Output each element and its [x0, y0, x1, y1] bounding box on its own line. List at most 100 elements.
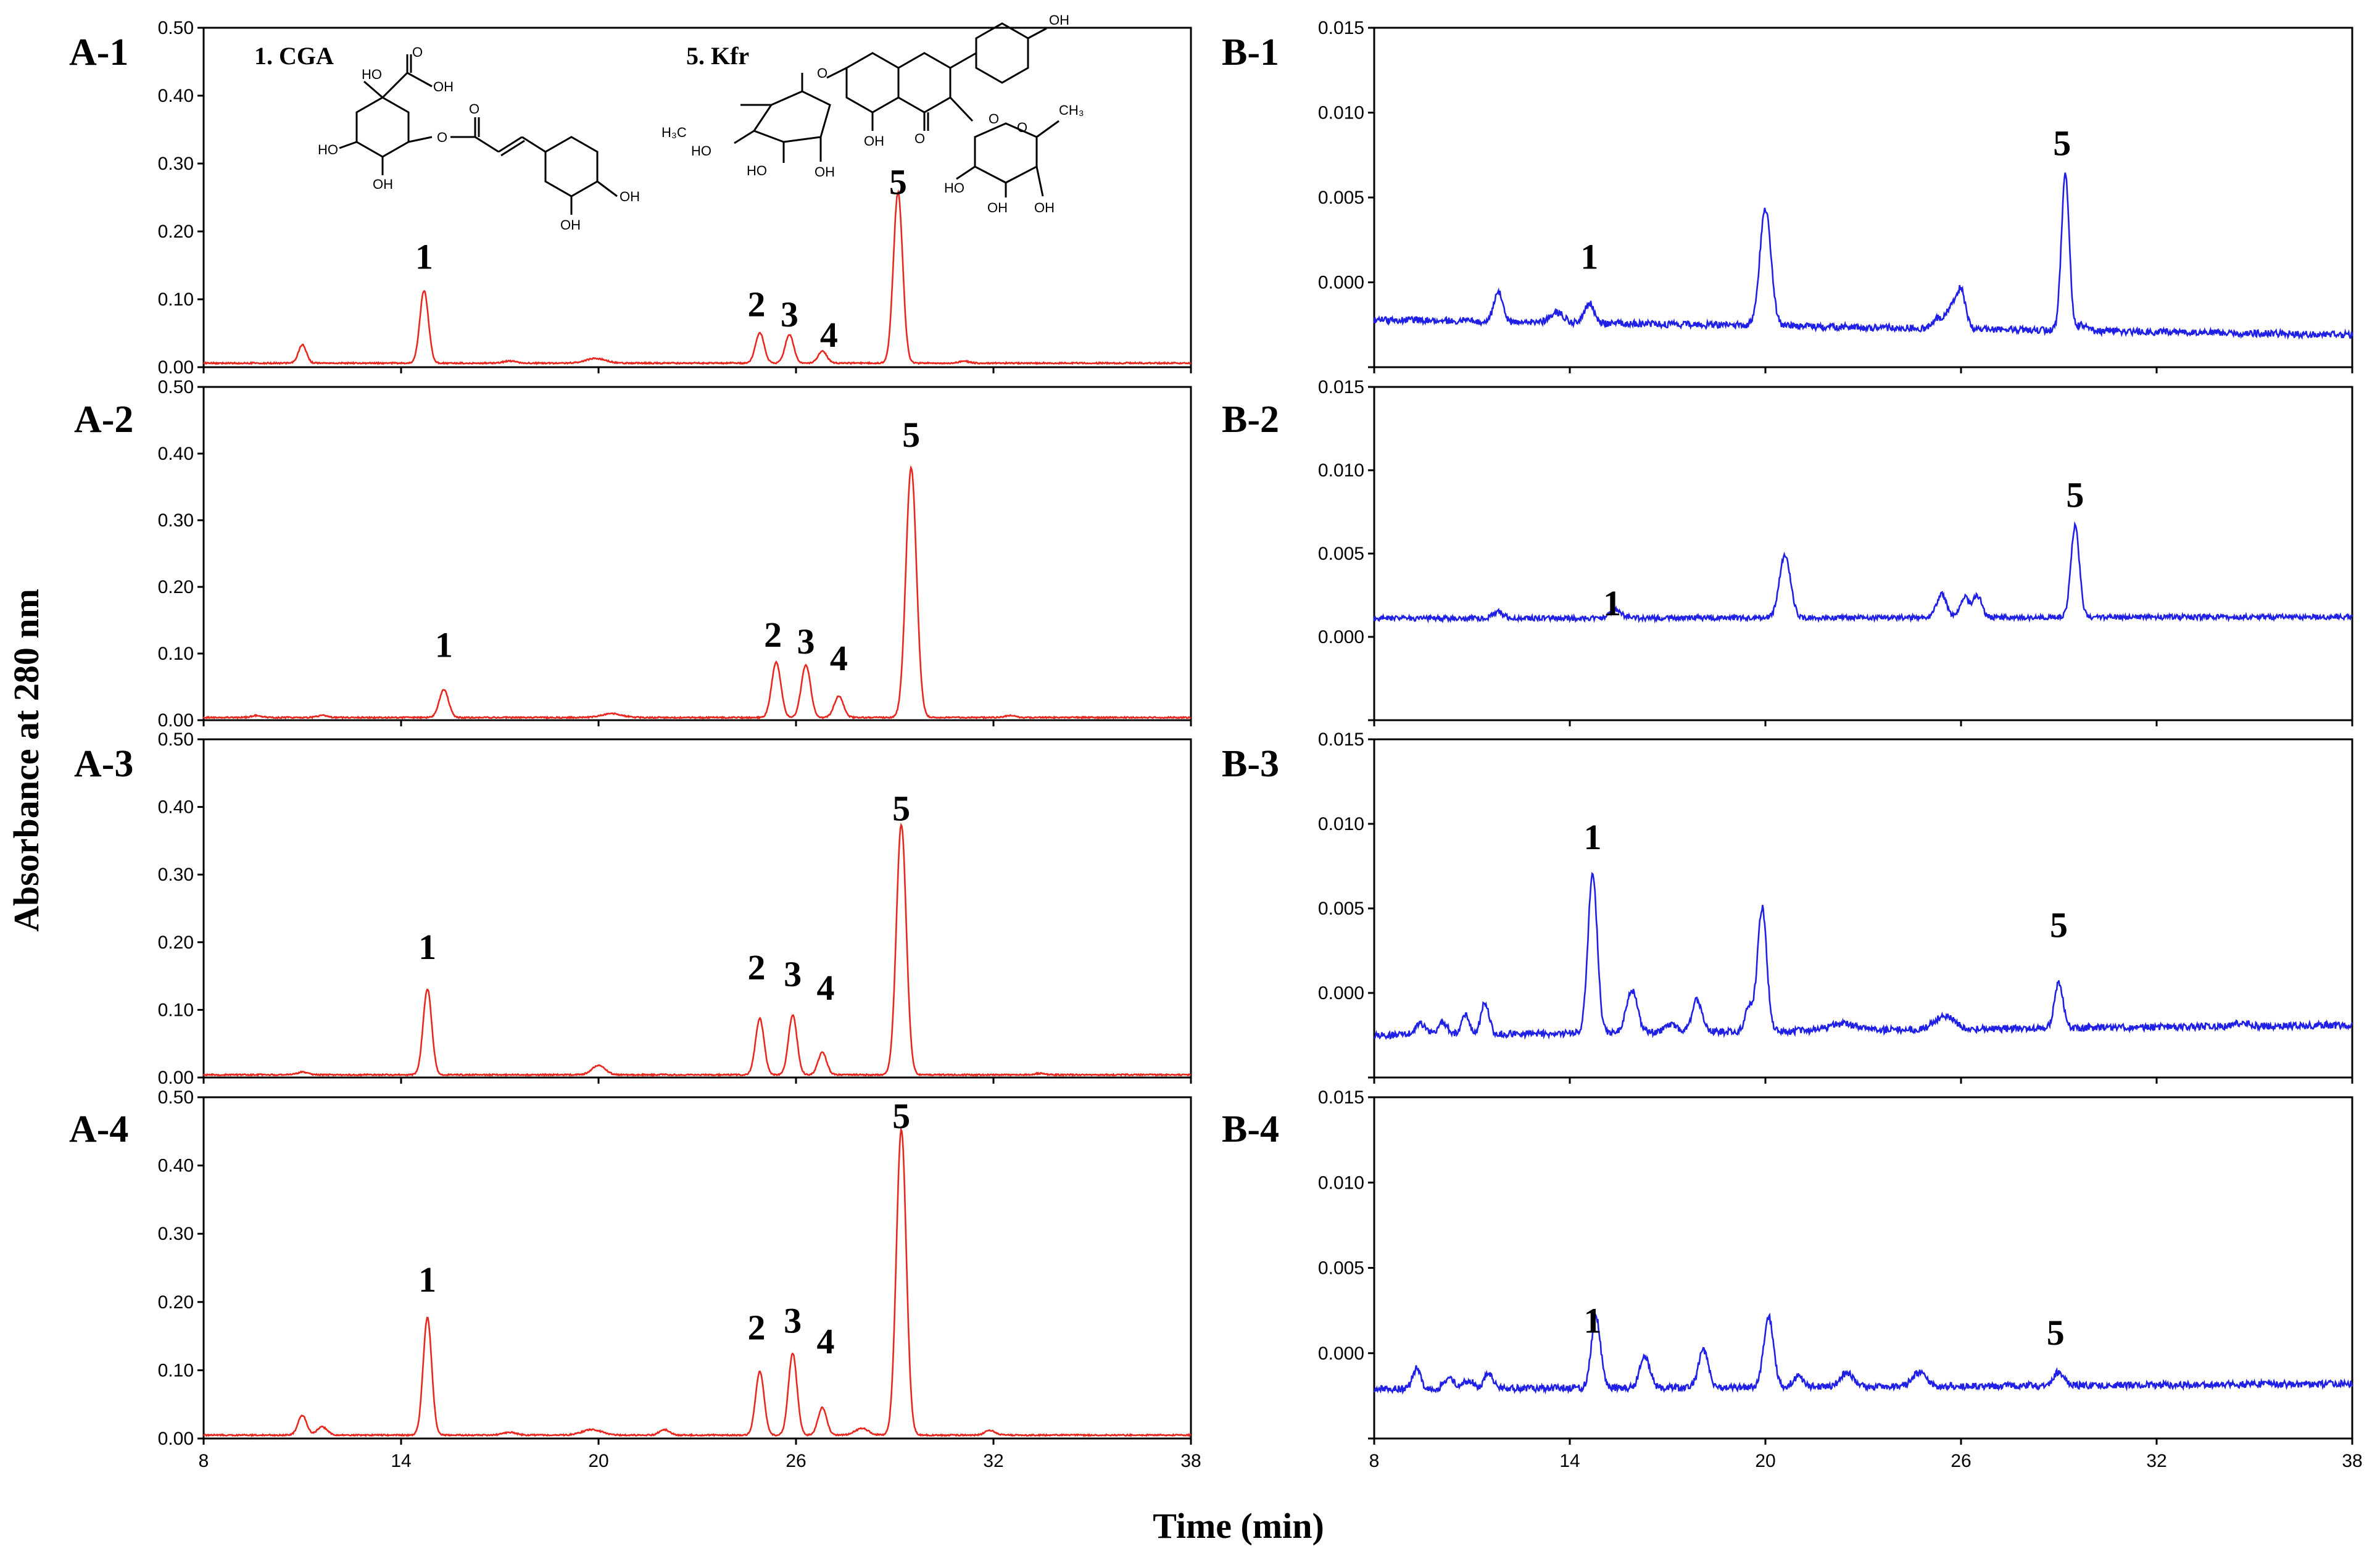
- peak-label: 3: [784, 954, 802, 994]
- panel-label: A-4: [69, 1108, 128, 1150]
- panel-label: A-2: [74, 399, 133, 441]
- peak-label: 3: [797, 621, 815, 662]
- x-tick-label: 14: [1559, 1451, 1580, 1471]
- y-tick-label: 0.10: [158, 289, 194, 310]
- y-tick-label: 0.50: [158, 377, 194, 397]
- x-tick-label: 20: [588, 1451, 608, 1471]
- svg-text:HO: HO: [362, 67, 382, 82]
- svg-text:O: O: [469, 101, 479, 117]
- svg-text:OH: OH: [987, 200, 1008, 215]
- chromatogram-trace: [1373, 521, 2353, 624]
- chromatogram-trace: [203, 1126, 1192, 1438]
- y-tick-label: 0.50: [158, 729, 194, 750]
- panel-a-3: A-3 0.00 0.10 0.20 0.30 0.40 0.50 1 2 3 4 5: [74, 729, 1192, 1088]
- y-tick-label: 0.005: [1318, 188, 1364, 208]
- chromatogram-trace: [1374, 871, 2353, 1040]
- y-tick-label: 0.000: [1318, 627, 1364, 647]
- plot-frame: [1373, 386, 2353, 721]
- y-tick-label: 0.30: [158, 865, 194, 885]
- panel-b-1: B-1 0.000 0.005 0.010 0.015 1 5: [1222, 18, 2353, 373]
- plot-frame: [1373, 27, 2353, 368]
- svg-text:OH: OH: [1049, 12, 1069, 28]
- panel-label: B-2: [1222, 399, 1279, 441]
- y-tick-label: 0.20: [158, 932, 194, 953]
- svg-text:OH: OH: [373, 176, 393, 192]
- x-tick-label: 14: [391, 1451, 411, 1471]
- svg-text:OH: OH: [560, 217, 581, 233]
- panel-b-3: B-3 0.000 0.005 0.010 0.015 1 5: [1222, 729, 2353, 1084]
- peak-label: 4: [817, 968, 835, 1008]
- peak-label: 5: [889, 162, 907, 202]
- peak-label: 5: [902, 415, 920, 455]
- peak-label: 3: [784, 1301, 802, 1341]
- panel-b-4: B-4 0.000 0.005 0.010 0.015 8 14 20 26 32 38 1 5: [1222, 1087, 2363, 1471]
- peak-label: 1: [418, 927, 436, 967]
- svg-text:H₃C: H₃C: [661, 125, 687, 140]
- peak-label: 4: [830, 638, 848, 678]
- panel-a-4: A-4 0.00 0.10 0.20 0.30 0.40 0.50 8 14 20 26 32 38 1 2…: [69, 1087, 1201, 1471]
- y-tick-label: 0.40: [158, 86, 194, 106]
- y-tick-label: 0.00: [158, 357, 194, 378]
- x-axis-title: Time (min): [1153, 1506, 1324, 1546]
- y-tick-label: 0.015: [1318, 729, 1364, 750]
- peak-label: 1: [1583, 817, 1601, 857]
- peak-label: 3: [781, 294, 798, 334]
- y-tick-label: 0.40: [158, 797, 194, 818]
- y-tick-label: 0.50: [158, 1087, 194, 1108]
- y-tick-label: 0.000: [1318, 1343, 1364, 1364]
- svg-text:HO: HO: [747, 163, 767, 178]
- peak-label: 1: [1603, 583, 1621, 623]
- y-tick-label: 0.40: [158, 1156, 194, 1176]
- panel-label: A-3: [74, 743, 133, 785]
- svg-text:HO: HO: [318, 142, 338, 157]
- y-tick-label: 0.20: [158, 577, 194, 597]
- peak-label: 4: [820, 315, 838, 355]
- panel-label: B-3: [1222, 743, 1279, 785]
- x-tick-label: 26: [1951, 1451, 1971, 1471]
- peak-label: 1: [435, 625, 453, 665]
- y-tick-label: 0.00: [158, 1429, 194, 1449]
- y-tick-label: 0.10: [158, 644, 194, 664]
- panel-a-1: A-1 0.00 0.10 0.20 0.30 0.40 0.50 1 2 34 5: [69, 18, 1192, 378]
- y-tick-label: 0.010: [1318, 103, 1364, 123]
- x-tick-label: 20: [1755, 1451, 1775, 1471]
- peak-label: 5: [2047, 1313, 2065, 1353]
- panel-b-2: B-2 0.000 0.005 0.010 0.015 1 5: [1222, 377, 2353, 726]
- svg-text:OH: OH: [815, 164, 835, 180]
- svg-text:O: O: [817, 65, 827, 81]
- peak-label: 1: [1583, 1301, 1601, 1341]
- y-tick-label: 0.015: [1318, 1087, 1364, 1108]
- svg-text:HO: HO: [944, 180, 964, 196]
- chromatogram-trace: [202, 823, 1192, 1077]
- y-tick-label: 0.010: [1318, 814, 1364, 834]
- chromatogram-trace: [202, 465, 1192, 720]
- kfr-label: 5. Kfr: [686, 42, 749, 70]
- svg-text:O: O: [437, 130, 447, 145]
- panel-label: B-4: [1222, 1108, 1279, 1150]
- svg-text:O: O: [914, 131, 925, 146]
- chromatogram-trace: [1373, 1312, 2353, 1395]
- y-tick-label: 0.10: [158, 1000, 194, 1020]
- peak-label: 5: [2053, 123, 2071, 163]
- x-tick-label: 32: [983, 1451, 1003, 1471]
- svg-text:O: O: [1017, 120, 1027, 135]
- peak-label: 5: [892, 789, 910, 829]
- x-tick-label: 32: [2146, 1451, 2166, 1471]
- peak-label: 1: [418, 1260, 436, 1300]
- y-tick-label: 0.010: [1318, 460, 1364, 481]
- y-tick-label: 0.00: [158, 710, 194, 731]
- x-tick-label: 8: [199, 1451, 209, 1471]
- y-tick-label: 0.50: [158, 18, 194, 38]
- cga-label: 1. CGA: [254, 42, 334, 70]
- y-tick-label: 0.20: [158, 222, 194, 242]
- svg-text:OH: OH: [1034, 200, 1055, 215]
- y-tick-label: 0.000: [1318, 273, 1364, 293]
- plot-frame: [202, 738, 1192, 1079]
- y-tick-label: 0.30: [158, 154, 194, 174]
- y-tick-label: 0.10: [158, 1360, 194, 1381]
- x-tick-label: 8: [1369, 1451, 1380, 1471]
- y-tick-label: 0.005: [1318, 544, 1364, 564]
- plot-frame: [202, 1096, 1192, 1440]
- panel-label: A-1: [69, 31, 128, 73]
